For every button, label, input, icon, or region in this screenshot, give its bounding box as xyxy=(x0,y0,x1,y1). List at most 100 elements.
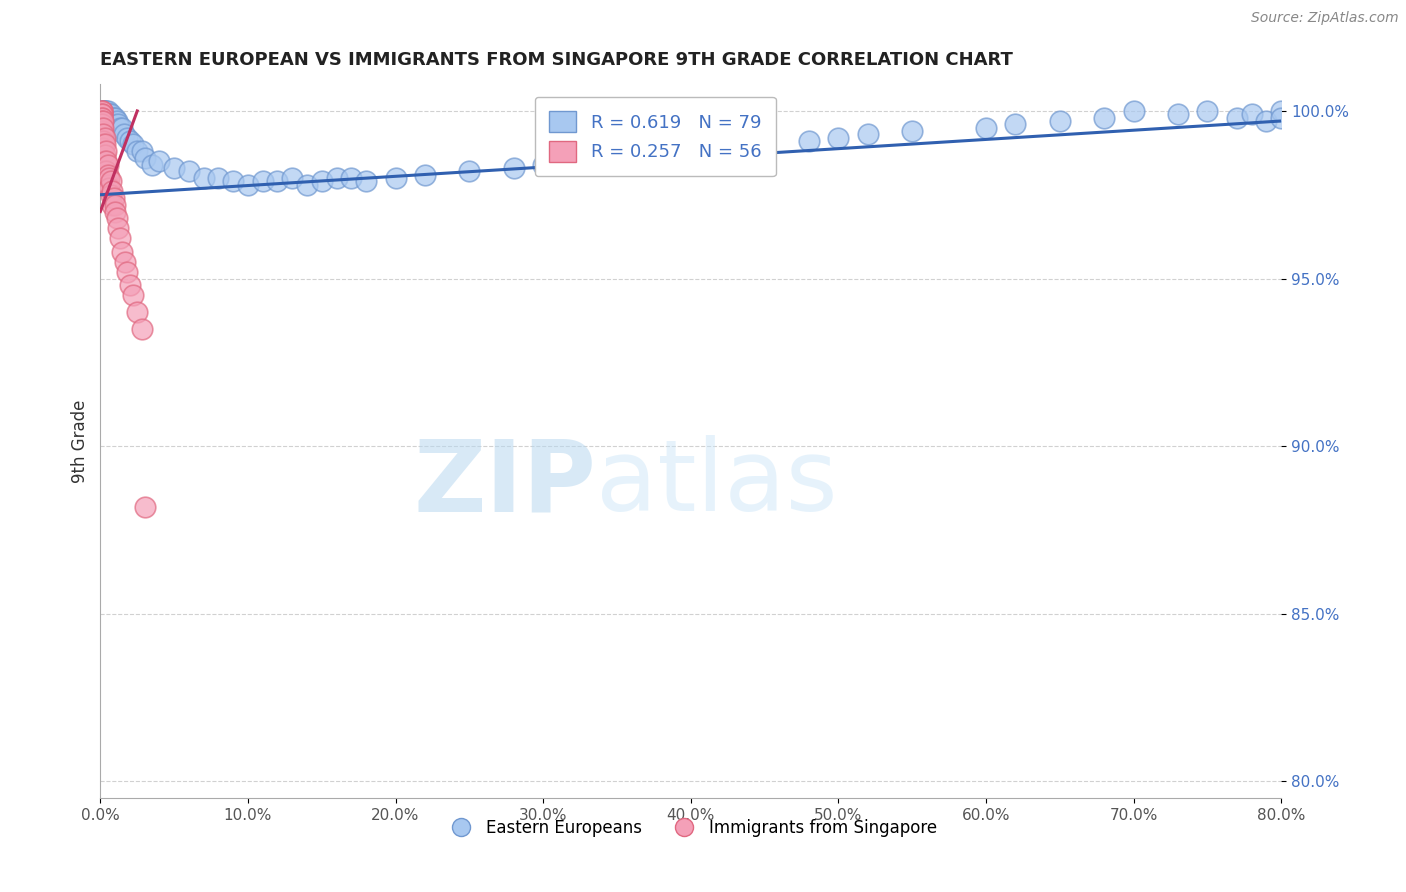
Point xyxy=(97,103,120,118)
Point xyxy=(754,137,776,152)
Point xyxy=(103,111,125,125)
Point xyxy=(108,231,131,245)
Point xyxy=(115,265,138,279)
Point xyxy=(90,107,112,121)
Point xyxy=(90,144,112,158)
Point xyxy=(193,171,215,186)
Point xyxy=(91,161,114,175)
Y-axis label: 9th Grade: 9th Grade xyxy=(72,400,89,483)
Point xyxy=(96,144,118,158)
Point xyxy=(97,178,120,192)
Point xyxy=(679,144,702,158)
Point xyxy=(96,164,118,178)
Text: ZIP: ZIP xyxy=(413,435,596,533)
Point xyxy=(91,154,114,169)
Point xyxy=(90,103,112,118)
Point xyxy=(101,185,124,199)
Point xyxy=(90,130,112,145)
Point xyxy=(108,120,131,135)
Point xyxy=(90,128,112,142)
Point xyxy=(1256,114,1278,128)
Point xyxy=(222,174,245,188)
Point xyxy=(325,171,347,186)
Point xyxy=(94,103,117,118)
Point xyxy=(311,174,333,188)
Point xyxy=(107,221,129,235)
Point xyxy=(112,128,135,142)
Point xyxy=(1122,103,1144,118)
Point xyxy=(90,117,112,131)
Point xyxy=(797,134,820,148)
Point xyxy=(90,103,112,118)
Point xyxy=(827,130,849,145)
Point xyxy=(1004,117,1026,131)
Point xyxy=(94,130,117,145)
Point xyxy=(97,168,120,182)
Point xyxy=(90,124,112,138)
Point xyxy=(91,114,114,128)
Point xyxy=(131,144,153,158)
Point xyxy=(163,161,186,175)
Point xyxy=(974,120,997,135)
Point xyxy=(709,141,731,155)
Point xyxy=(1226,111,1249,125)
Point xyxy=(177,164,200,178)
Point xyxy=(118,278,141,293)
Point xyxy=(94,137,117,152)
Point xyxy=(90,111,112,125)
Point xyxy=(100,114,122,128)
Text: EASTERN EUROPEAN VS IMMIGRANTS FROM SINGAPORE 9TH GRADE CORRELATION CHART: EASTERN EUROPEAN VS IMMIGRANTS FROM SING… xyxy=(100,51,1014,69)
Point xyxy=(1167,107,1189,121)
Point xyxy=(413,168,436,182)
Point xyxy=(91,120,114,135)
Point xyxy=(90,120,112,135)
Point xyxy=(104,198,127,212)
Point xyxy=(90,103,112,118)
Point xyxy=(94,111,117,125)
Point xyxy=(131,322,153,336)
Point xyxy=(96,107,118,121)
Point xyxy=(97,107,120,121)
Point xyxy=(91,147,114,161)
Point xyxy=(90,107,112,121)
Point xyxy=(606,151,628,165)
Point xyxy=(91,141,114,155)
Point xyxy=(1197,103,1219,118)
Point xyxy=(96,154,118,169)
Point xyxy=(90,103,112,118)
Point xyxy=(103,191,125,205)
Point xyxy=(91,103,114,118)
Point xyxy=(354,174,377,188)
Point xyxy=(97,158,120,172)
Point xyxy=(105,211,128,226)
Point xyxy=(121,288,143,302)
Point xyxy=(96,111,118,125)
Point xyxy=(97,111,120,125)
Point xyxy=(127,305,149,319)
Point xyxy=(91,103,114,118)
Point xyxy=(340,171,363,186)
Point xyxy=(207,171,229,186)
Point xyxy=(458,164,481,178)
Point xyxy=(91,137,114,152)
Point xyxy=(111,244,134,259)
Point xyxy=(115,130,138,145)
Point xyxy=(104,111,127,125)
Point xyxy=(94,147,117,161)
Point xyxy=(134,151,156,165)
Point xyxy=(90,103,112,118)
Point xyxy=(98,181,121,195)
Point xyxy=(127,144,149,158)
Point xyxy=(90,137,112,152)
Point xyxy=(502,161,524,175)
Point xyxy=(101,117,124,131)
Point xyxy=(101,198,124,212)
Point xyxy=(90,111,112,125)
Point xyxy=(148,154,170,169)
Point xyxy=(1240,107,1263,121)
Text: Source: ZipAtlas.com: Source: ZipAtlas.com xyxy=(1251,11,1399,25)
Point xyxy=(1270,111,1292,125)
Point xyxy=(96,171,118,186)
Legend: Eastern Europeans, Immigrants from Singapore: Eastern Europeans, Immigrants from Singa… xyxy=(437,812,943,843)
Point xyxy=(901,124,924,138)
